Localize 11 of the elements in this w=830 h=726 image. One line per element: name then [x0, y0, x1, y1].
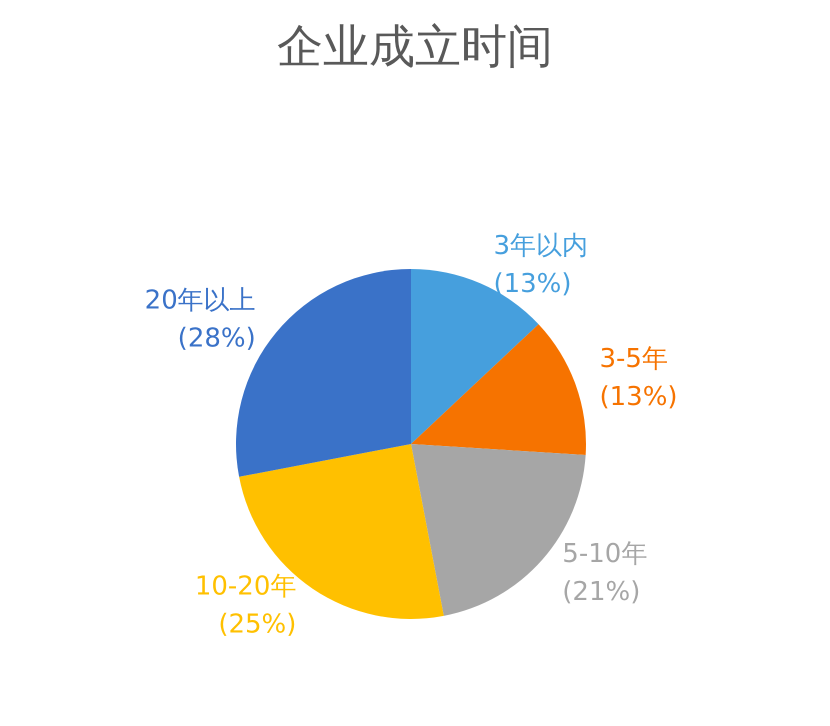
data-label: (13%): [599, 382, 678, 412]
data-label: (13%): [493, 269, 572, 300]
slice-label: 20年以上: [144, 286, 256, 316]
data-label: (28%): [178, 324, 256, 354]
chart-title: 企业成立时间: [277, 19, 553, 73]
slice-label: 3-5年: [599, 344, 668, 374]
data-label: (25%): [218, 609, 296, 640]
slice-label: 5-10年: [562, 538, 648, 569]
data-label: (21%): [562, 576, 640, 607]
slice-label: 3年以内: [493, 231, 588, 262]
slice-label: 10-20年: [194, 571, 296, 602]
